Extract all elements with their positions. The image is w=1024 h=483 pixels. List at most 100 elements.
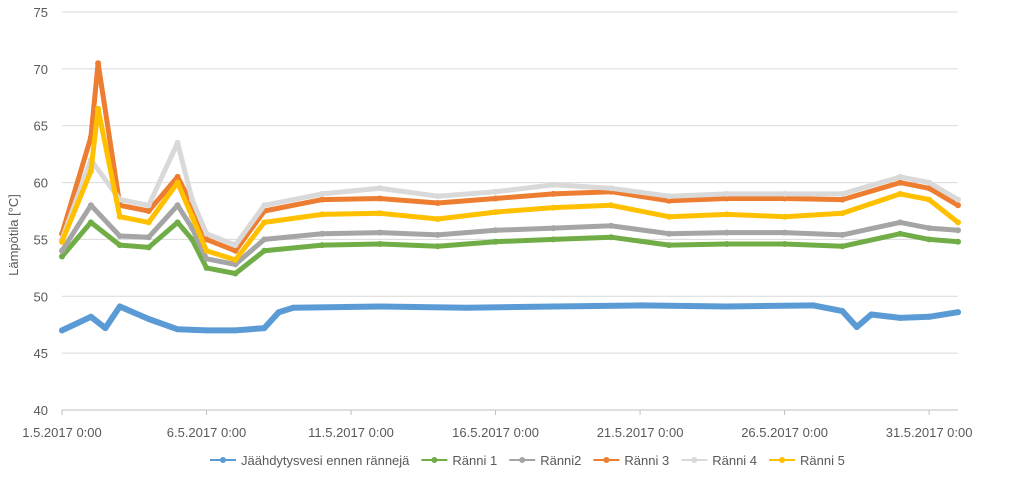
data-point (839, 231, 846, 238)
data-point (666, 242, 672, 249)
data-point (261, 247, 268, 254)
data-point (87, 313, 94, 320)
x-tick-label: 26.5.2017 0:00 (741, 425, 828, 440)
data-point (87, 168, 94, 175)
data-point (232, 270, 239, 277)
legend-item: Ränni 1 (421, 453, 497, 468)
data-point (59, 238, 65, 245)
data-point (926, 225, 933, 232)
data-point (116, 233, 123, 239)
data-point (87, 202, 94, 209)
x-tick-label: 21.5.2017 0:00 (597, 425, 684, 440)
y-axis-title: Lämpötila [°C] (6, 194, 21, 276)
x-tick-label: 11.5.2017 0:00 (308, 425, 394, 440)
data-point (781, 229, 788, 236)
x-tick-label: 1.5.2017 0:00 (22, 425, 102, 440)
data-point (203, 327, 210, 334)
data-point (550, 225, 557, 232)
data-point (275, 309, 282, 316)
legend-swatch-marker (519, 457, 526, 463)
data-point (839, 308, 846, 315)
data-point (232, 261, 239, 268)
series-layer (59, 60, 961, 334)
data-point (492, 238, 499, 245)
data-point (116, 242, 123, 249)
series-line (59, 202, 961, 267)
legend-swatch-marker (220, 457, 226, 463)
data-point (926, 185, 933, 192)
data-point (59, 253, 65, 260)
data-point (376, 303, 383, 310)
data-point (492, 188, 499, 195)
data-point (261, 202, 268, 209)
data-point (926, 179, 933, 186)
data-point (897, 314, 904, 321)
data-point (102, 325, 109, 332)
data-point (261, 219, 268, 226)
data-point (376, 185, 383, 192)
legend-item: Ränni 4 (681, 453, 757, 468)
data-point (87, 219, 94, 226)
data-point (955, 238, 961, 245)
y-tick-label: 40 (34, 403, 48, 418)
data-point (116, 303, 123, 310)
data-point (550, 190, 557, 197)
x-tick-label: 31.5.2017 0:00 (886, 425, 973, 440)
data-point (434, 216, 441, 222)
legend-label: Ränni 4 (712, 453, 757, 468)
data-point (203, 230, 210, 237)
y-tick-label: 45 (34, 346, 48, 361)
x-tick-label: 6.5.2017 0:00 (167, 425, 247, 440)
data-point (232, 327, 239, 334)
data-point (926, 196, 933, 203)
data-point (95, 105, 102, 112)
data-point (492, 195, 499, 202)
data-point (232, 256, 239, 263)
data-point (232, 247, 239, 254)
data-point (174, 179, 181, 186)
data-point (319, 230, 326, 237)
data-point (319, 242, 326, 249)
data-point (319, 211, 326, 218)
data-point (666, 193, 672, 200)
data-point (59, 327, 65, 334)
data-point (189, 236, 196, 243)
data-point (261, 325, 268, 332)
data-point (319, 190, 326, 197)
data-point (608, 222, 615, 229)
data-point (955, 219, 961, 226)
data-point (95, 60, 102, 67)
data-point (897, 230, 904, 237)
data-point (839, 196, 846, 203)
data-point (145, 234, 152, 241)
legend-item: Jäähdytysvesi ennen rännejä (210, 453, 410, 468)
data-point (897, 173, 904, 180)
data-point (261, 236, 268, 243)
data-point (637, 302, 644, 309)
data-point (550, 204, 557, 211)
data-point (434, 200, 441, 206)
data-point (550, 303, 557, 310)
data-point (434, 231, 441, 238)
data-point (203, 255, 210, 262)
data-point (723, 303, 730, 310)
data-point (290, 304, 297, 311)
y-tick-label: 75 (34, 5, 48, 20)
data-point (955, 202, 961, 209)
legend-label: Ränni2 (540, 453, 581, 468)
data-point (608, 234, 615, 241)
y-tick-label: 55 (34, 232, 48, 247)
data-point (116, 213, 123, 220)
y-tick-label: 60 (34, 176, 48, 191)
data-point (145, 208, 152, 214)
data-point (145, 316, 152, 322)
series-line (59, 140, 961, 248)
data-point (723, 190, 730, 197)
data-point (189, 213, 196, 220)
legend-item: Ränni 5 (769, 453, 845, 468)
series-line (59, 219, 961, 276)
data-point (492, 227, 499, 234)
legend-label: Jäähdytysvesi ennen rännejä (241, 453, 410, 468)
data-point (550, 181, 557, 188)
